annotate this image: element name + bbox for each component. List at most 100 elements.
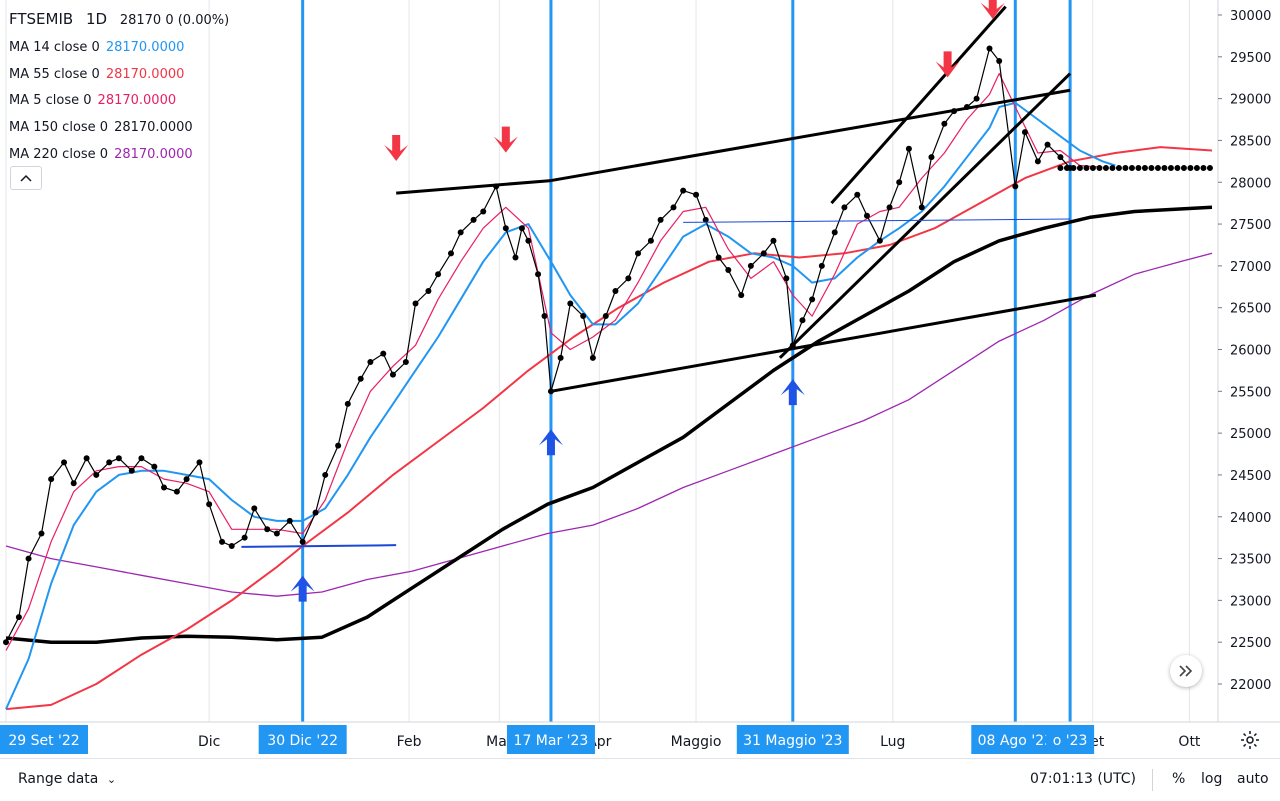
price-point: [602, 313, 609, 320]
price-chart[interactable]: 22000 22500 23000 23500 24000 24500 25000 25500…: [0, 0, 1280, 758]
price-point: [389, 371, 396, 378]
indicator-value: 28170.0000: [114, 146, 193, 162]
indicator-value: 28170.0000: [97, 93, 177, 109]
legend-indicator-row[interactable]: MA 5 close 0 28170.0000: [9, 88, 229, 115]
price-point: [760, 250, 767, 257]
price-point: [541, 313, 548, 320]
y-tick-label: 30000: [1230, 9, 1271, 24]
price-point: [93, 471, 100, 478]
price-point: [48, 476, 55, 483]
price-point: [770, 237, 777, 244]
y-tick-label: 28500: [1230, 134, 1271, 149]
price-point: [3, 639, 9, 646]
price-point: [928, 154, 935, 161]
price-point: [818, 262, 825, 269]
price-point: [115, 455, 122, 462]
price-point: [647, 237, 654, 244]
series-line-ftsemib: [5, 47, 1071, 643]
price-point: [841, 204, 848, 211]
price-point: [580, 313, 587, 320]
x-tick-label: Lug: [880, 734, 905, 750]
price-point: [941, 120, 948, 127]
price-point: [183, 476, 190, 483]
price-point: [380, 350, 387, 357]
arrow-down-icon: [493, 126, 518, 153]
price-point: [312, 509, 319, 516]
price-point: [219, 538, 226, 545]
arrow-down-icon: [935, 51, 960, 78]
price-point: [335, 442, 342, 449]
legend-indicator-row[interactable]: MA 14 close 0 28170.0000: [9, 35, 229, 62]
price-point: [557, 354, 564, 361]
legend-collapse-button[interactable]: [10, 166, 42, 190]
y-tick-label: 24500: [1230, 469, 1271, 484]
legend-title: FTSEMIB 1D 28170 0 (0.00%): [9, 8, 229, 30]
y-tick-label: 26500: [1230, 302, 1271, 317]
date-badge-label: 29 Set '22: [8, 733, 79, 749]
arrow-down-icon: [384, 134, 409, 161]
price-point: [138, 455, 145, 462]
price-point: [1057, 154, 1064, 161]
range-data-button[interactable]: Range data ⌄: [18, 771, 116, 787]
legend-indicator-row[interactable]: MA 55 close 0 28170.0000: [9, 62, 229, 89]
price-point: [854, 191, 861, 198]
series-line-ma-55: [5, 146, 1213, 711]
chevron-down-icon: ⌄: [106, 773, 117, 786]
y-tick-label: 28000: [1230, 176, 1271, 191]
price-point: [1044, 141, 1051, 148]
price-point: [470, 216, 477, 223]
last-quote: 28170 0 (0.00%): [119, 13, 230, 28]
price-point: [747, 262, 754, 269]
chart-settings-button[interactable]: [1240, 730, 1260, 755]
utc-clock[interactable]: 07:01:13 (UTC): [1030, 771, 1137, 787]
double-chevron-right-icon: [1179, 665, 1193, 677]
price-point: [896, 179, 903, 186]
price-point: [567, 300, 574, 307]
price-point: [702, 216, 709, 223]
legend-indicator-row[interactable]: MA 150 close 0 28170.0000: [9, 115, 229, 142]
interval-label[interactable]: 1D: [85, 10, 108, 28]
price-point: [173, 488, 180, 495]
symbol-label[interactable]: FTSEMIB: [9, 10, 74, 28]
auto-scale-button[interactable]: auto: [1237, 771, 1269, 787]
y-tick-label: 29000: [1230, 93, 1271, 108]
price-point: [241, 534, 248, 541]
indicator-label: MA 55 close 0: [9, 66, 100, 82]
legend-indicator-row[interactable]: MA 220 close 0 28170.0000: [9, 142, 229, 169]
x-tick-label: Feb: [397, 734, 422, 750]
percent-scale-button[interactable]: %: [1172, 771, 1186, 787]
price-point: [161, 484, 168, 491]
price-point: [738, 292, 745, 299]
y-tick-label: 25500: [1230, 385, 1271, 400]
price-point: [106, 459, 113, 466]
price-point: [228, 543, 235, 550]
y-tick-label: 22500: [1230, 636, 1271, 651]
indicator-value: 28170.0000: [105, 66, 185, 82]
date-badge: [506, 725, 595, 754]
price-point: [525, 237, 532, 244]
price-point: [196, 459, 203, 466]
arrow-up-icon: [780, 379, 805, 406]
price-point: [1034, 158, 1041, 165]
log-scale-button[interactable]: log: [1201, 771, 1223, 787]
range-data-label: Range data: [18, 771, 99, 787]
scroll-to-realtime-button[interactable]: [1170, 655, 1202, 687]
trend-line: [241, 544, 397, 548]
price-point: [715, 254, 722, 261]
price-point: [402, 359, 409, 366]
price-point: [589, 354, 596, 361]
indicator-value: 28170.0000: [105, 40, 185, 55]
price-point: [625, 275, 632, 282]
toolbar-divider: [1152, 769, 1153, 791]
series-line-ma-14: [5, 101, 1116, 710]
price-point: [635, 250, 642, 257]
price-point: [457, 229, 464, 236]
trend-line: [778, 72, 1072, 359]
date-badge: [0, 725, 88, 754]
chevron-up-icon: [20, 174, 32, 182]
y-tick-label: 25000: [1230, 427, 1271, 442]
price-point: [831, 229, 838, 236]
price-point: [322, 471, 329, 478]
price-point: [480, 208, 487, 215]
price-point: [725, 267, 732, 274]
